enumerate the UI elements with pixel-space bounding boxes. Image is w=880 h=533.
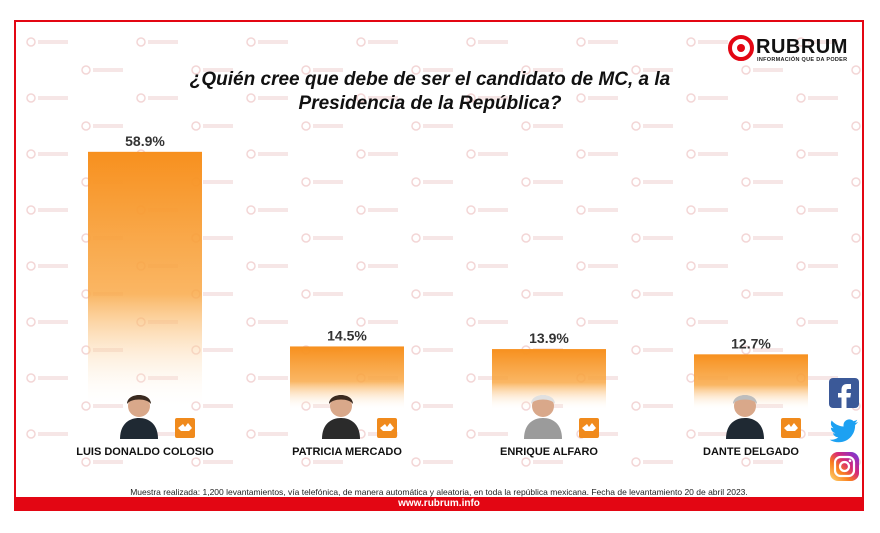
- mc-party-icon-2: [377, 418, 397, 438]
- candidate-photo-3: [524, 395, 562, 439]
- candidate-photo-2: [322, 395, 360, 439]
- chart-title: ¿Quién cree que debe de ser el candidato…: [189, 69, 671, 114]
- logo-tagline: INFORMACIÓN QUE DA PODER: [757, 57, 848, 63]
- category-label-4: DANTE DELGADO: [703, 446, 799, 458]
- mc-party-icon-3: [579, 418, 599, 438]
- mc-party-icon-1: [175, 418, 195, 438]
- category-label-3: ENRIQUE ALFARO: [500, 446, 598, 458]
- methodology-note: Muestra realizada: 1,200 levantamientos,…: [130, 487, 748, 497]
- value-label-1: 58.9%: [125, 133, 165, 149]
- logo-name: RUBRUM: [756, 36, 848, 58]
- value-label-2: 14.5%: [327, 327, 367, 343]
- category-label-1: LUIS DONALDO COLOSIO: [76, 446, 214, 458]
- category-label-2: PATRICIA MERCADO: [292, 446, 402, 458]
- value-label-4: 12.7%: [731, 335, 771, 351]
- mc-party-icon-4: [781, 418, 801, 438]
- instagram-icon[interactable]: [828, 452, 860, 482]
- twitter-icon[interactable]: [828, 416, 860, 446]
- footer-url[interactable]: www.rubrum.info: [14, 497, 864, 511]
- facebook-icon[interactable]: [828, 378, 860, 408]
- bar-1: [88, 151, 202, 411]
- value-label-3: 13.9%: [529, 330, 569, 346]
- candidate-photo-1: [120, 395, 158, 439]
- rubrum-logo: [728, 35, 754, 61]
- candidate-photo-4: [726, 395, 764, 439]
